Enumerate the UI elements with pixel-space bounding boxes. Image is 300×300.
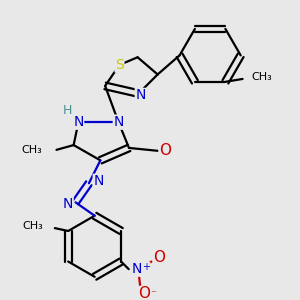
Text: CH₃: CH₃ bbox=[21, 145, 42, 155]
Text: N: N bbox=[131, 262, 142, 276]
Text: CH₃: CH₃ bbox=[22, 221, 44, 231]
Text: CH₃: CH₃ bbox=[251, 72, 272, 82]
Text: O: O bbox=[153, 250, 165, 265]
Text: N: N bbox=[63, 197, 73, 211]
Text: S: S bbox=[115, 58, 124, 72]
Text: O: O bbox=[138, 286, 150, 300]
Text: N: N bbox=[135, 88, 146, 102]
Text: N: N bbox=[73, 115, 84, 129]
Text: N: N bbox=[93, 174, 103, 188]
Text: H: H bbox=[62, 104, 72, 117]
Text: ⁻: ⁻ bbox=[151, 289, 157, 299]
Text: O: O bbox=[159, 143, 171, 158]
Text: +: + bbox=[142, 262, 150, 272]
Text: N: N bbox=[113, 115, 124, 129]
